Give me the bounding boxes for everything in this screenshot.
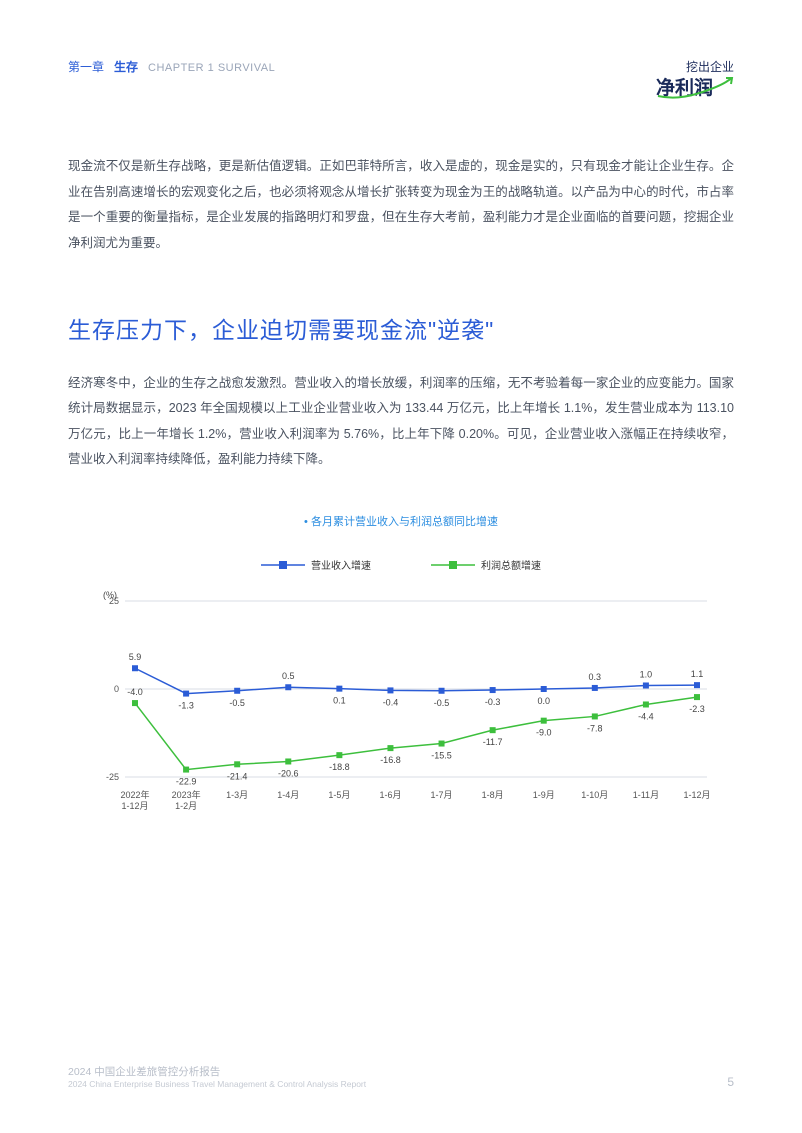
page-header: 第一章 生存 CHAPTER 1 SURVIVAL 挖出企业 净利润 xyxy=(68,58,734,102)
svg-text:-15.5: -15.5 xyxy=(431,751,452,761)
chart-caption: • 各月累计营业收入与利润总额同比增速 xyxy=(68,513,734,529)
svg-text:0.5: 0.5 xyxy=(282,671,295,681)
svg-text:1-6月: 1-6月 xyxy=(379,790,401,800)
svg-text:1-2月: 1-2月 xyxy=(175,801,197,811)
chapter-word: 生存 xyxy=(114,58,138,75)
svg-text:1-8月: 1-8月 xyxy=(482,790,504,800)
svg-text:-4.0: -4.0 xyxy=(127,687,143,697)
intro-paragraph: 现金流不仅是新生存战略，更是新估值逻辑。正如巴菲特所言，收入是虚的，现金是实的，… xyxy=(68,154,734,257)
svg-text:1-3月: 1-3月 xyxy=(226,790,248,800)
chapter-heading: 第一章 生存 CHAPTER 1 SURVIVAL xyxy=(68,58,275,75)
legend-item-profit: 利润总额增速 xyxy=(431,557,541,572)
svg-text:-2.3: -2.3 xyxy=(689,704,705,714)
svg-text:-0.5: -0.5 xyxy=(229,698,245,708)
footer-title-zh: 2024 中国企业差旅管控分析报告 xyxy=(68,1064,366,1079)
svg-text:1-11月: 1-11月 xyxy=(633,790,659,800)
svg-text:-0.5: -0.5 xyxy=(434,698,450,708)
section-title: 生存压力下，企业迫切需要现金流"逆袭" xyxy=(68,311,734,345)
svg-text:2023年: 2023年 xyxy=(172,789,201,800)
svg-text:-16.8: -16.8 xyxy=(380,755,401,765)
brand-logo: 挖出企业 净利润 xyxy=(656,58,734,102)
logo-swoosh-icon xyxy=(656,76,734,102)
chapter-prefix: 第一章 xyxy=(68,58,104,75)
svg-text:-7.8: -7.8 xyxy=(587,723,603,733)
svg-text:0.3: 0.3 xyxy=(589,672,602,682)
svg-text:0: 0 xyxy=(114,684,119,694)
svg-text:-25: -25 xyxy=(106,772,119,782)
svg-text:0.0: 0.0 xyxy=(537,696,550,706)
svg-text:-18.8: -18.8 xyxy=(329,762,350,772)
svg-text:2022年: 2022年 xyxy=(120,789,149,800)
svg-text:-11.7: -11.7 xyxy=(483,737,503,747)
svg-text:-4.4: -4.4 xyxy=(638,711,654,721)
svg-text:5.9: 5.9 xyxy=(129,652,142,662)
footer-titles: 2024 中国企业差旅管控分析报告 2024 China Enterprise … xyxy=(68,1064,366,1089)
chart-container: 250-25(%)5.9-1.3-0.50.50.1-0.4-0.5-0.30.… xyxy=(68,584,734,824)
chart-legend: 营业收入增速 利润总额增速 xyxy=(68,557,734,572)
legend-marker-revenue-icon xyxy=(261,560,305,570)
svg-text:1-12月: 1-12月 xyxy=(683,790,710,800)
svg-text:-21.4: -21.4 xyxy=(227,771,248,781)
svg-text:1-4月: 1-4月 xyxy=(277,790,299,800)
line-chart: 250-25(%)5.9-1.3-0.50.50.1-0.4-0.5-0.30.… xyxy=(81,584,721,824)
svg-text:-0.4: -0.4 xyxy=(383,697,399,707)
svg-text:1-7月: 1-7月 xyxy=(431,790,453,800)
svg-text:0.1: 0.1 xyxy=(333,696,346,706)
svg-text:-22.9: -22.9 xyxy=(176,777,197,787)
legend-marker-profit-icon xyxy=(431,560,475,570)
svg-text:1-5月: 1-5月 xyxy=(328,790,350,800)
svg-text:1.1: 1.1 xyxy=(691,669,704,679)
legend-label-profit: 利润总额增速 xyxy=(481,557,541,572)
body-paragraph: 经济寒冬中，企业的生存之战愈发激烈。营业收入的增长放缓，利润率的压缩，无不考验着… xyxy=(68,371,734,474)
legend-item-revenue: 营业收入增速 xyxy=(261,557,371,572)
chapter-english: CHAPTER 1 SURVIVAL xyxy=(148,62,275,74)
svg-text:-9.0: -9.0 xyxy=(536,728,552,738)
page-number: 5 xyxy=(727,1075,734,1089)
page-footer: 2024 中国企业差旅管控分析报告 2024 China Enterprise … xyxy=(68,1064,734,1089)
svg-text:-1.3: -1.3 xyxy=(178,701,194,711)
footer-title-en: 2024 China Enterprise Business Travel Ma… xyxy=(68,1079,366,1089)
svg-text:1-9月: 1-9月 xyxy=(533,790,555,800)
legend-label-revenue: 营业收入增速 xyxy=(311,557,371,572)
svg-text:-0.3: -0.3 xyxy=(485,697,501,707)
svg-text:1-10月: 1-10月 xyxy=(581,790,608,800)
svg-text:(%): (%) xyxy=(103,590,117,600)
svg-text:1.0: 1.0 xyxy=(640,669,653,679)
svg-text:-20.6: -20.6 xyxy=(278,768,299,778)
svg-text:1-12月: 1-12月 xyxy=(121,801,148,811)
